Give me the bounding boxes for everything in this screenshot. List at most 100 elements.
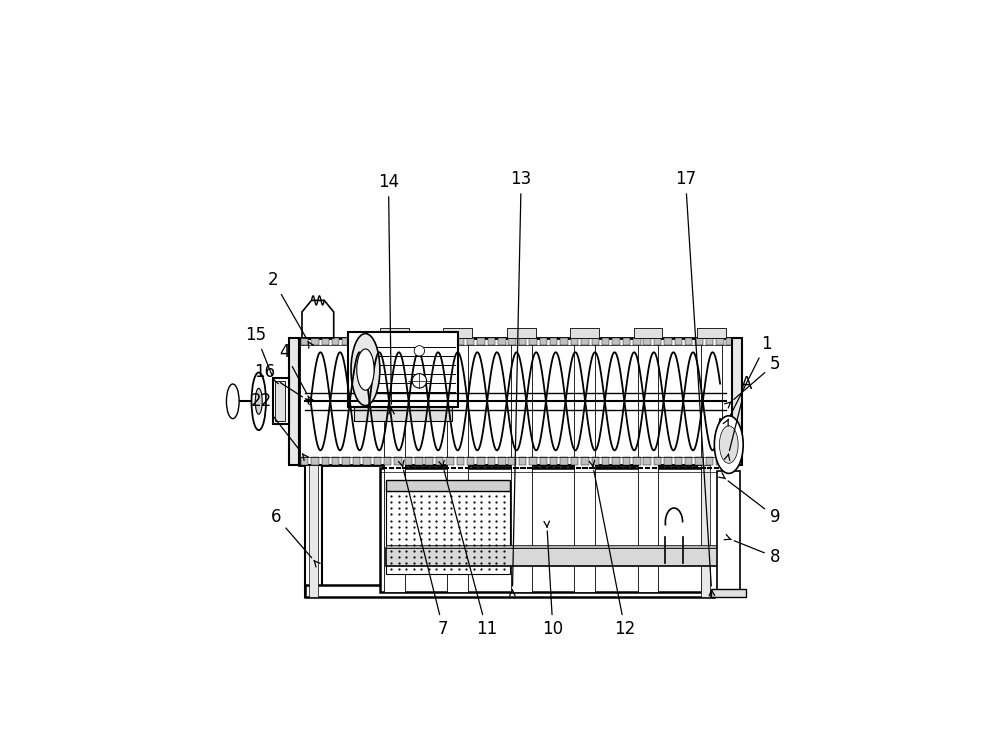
Bar [529,457,537,464]
Bar [732,338,742,464]
Bar [581,338,589,345]
Bar [716,457,724,464]
Bar [550,457,557,464]
Bar [305,464,322,598]
Bar [711,589,746,598]
Text: 7: 7 [404,470,449,638]
Bar [560,457,568,464]
Bar [623,338,630,345]
Bar [592,338,599,345]
Bar [348,332,458,407]
Bar [570,328,599,339]
Bar [508,457,516,464]
Bar [550,338,557,345]
Bar [717,470,740,598]
Bar [405,338,412,345]
Bar [363,457,371,464]
Bar [447,338,468,592]
Bar [289,338,299,464]
Bar [354,407,452,422]
Text: 9: 9 [728,481,780,526]
Text: 17: 17 [675,170,711,586]
Text: 2: 2 [268,271,306,339]
Bar [353,338,360,345]
Bar [384,338,405,592]
Bar [374,457,381,464]
Bar [507,328,536,339]
Bar [695,457,703,464]
Text: 12: 12 [594,470,636,638]
Bar [332,338,339,345]
Bar [697,328,726,339]
Bar [675,457,682,464]
Bar [571,457,578,464]
Bar [436,457,443,464]
Bar [488,457,495,464]
Ellipse shape [414,345,425,356]
Bar [581,457,589,464]
Ellipse shape [255,388,262,414]
Bar [384,457,391,464]
Bar [612,457,620,464]
Bar [425,457,433,464]
Bar [299,338,732,464]
Bar [386,545,720,548]
Bar [701,338,722,592]
Bar [643,338,651,345]
Bar [664,338,672,345]
Text: 1: 1 [730,335,772,416]
Bar [685,338,692,345]
Bar [342,338,350,345]
Ellipse shape [714,416,743,473]
Bar [633,338,641,345]
Bar [726,457,734,464]
Bar [380,328,409,339]
Bar [386,548,720,565]
Bar [675,338,682,345]
Ellipse shape [412,374,427,388]
Text: 8: 8 [734,541,780,566]
Bar [706,338,713,345]
Bar [634,328,662,339]
Bar [488,338,495,345]
Bar [706,457,713,464]
Text: 14: 14 [378,173,399,404]
Bar [477,457,485,464]
Bar [446,457,454,464]
Bar [477,338,485,345]
Text: 6: 6 [271,508,312,558]
Bar [301,338,308,345]
Text: 22: 22 [251,392,300,451]
Bar [529,338,537,345]
Bar [701,464,710,598]
Bar [332,457,339,464]
Bar [380,467,726,592]
Polygon shape [302,300,334,338]
Bar [363,338,371,345]
Bar [467,338,474,345]
Ellipse shape [351,333,380,406]
Bar [467,457,474,464]
Bar [638,338,658,592]
Bar [374,338,381,345]
Bar [342,457,350,464]
Bar [540,457,547,464]
Bar [309,464,318,598]
Ellipse shape [252,372,266,430]
Bar [311,457,319,464]
Bar [446,338,454,345]
Bar [540,338,547,345]
Bar [623,457,630,464]
Bar [301,457,308,464]
Bar [394,338,402,345]
Bar [574,338,595,592]
Bar [311,338,319,345]
Ellipse shape [226,384,239,419]
Text: 16: 16 [254,363,303,397]
Text: 13: 13 [511,170,532,586]
Bar [643,457,651,464]
Text: A: A [729,375,752,451]
Bar [425,338,433,345]
Bar [353,457,360,464]
Text: 4: 4 [279,343,306,393]
